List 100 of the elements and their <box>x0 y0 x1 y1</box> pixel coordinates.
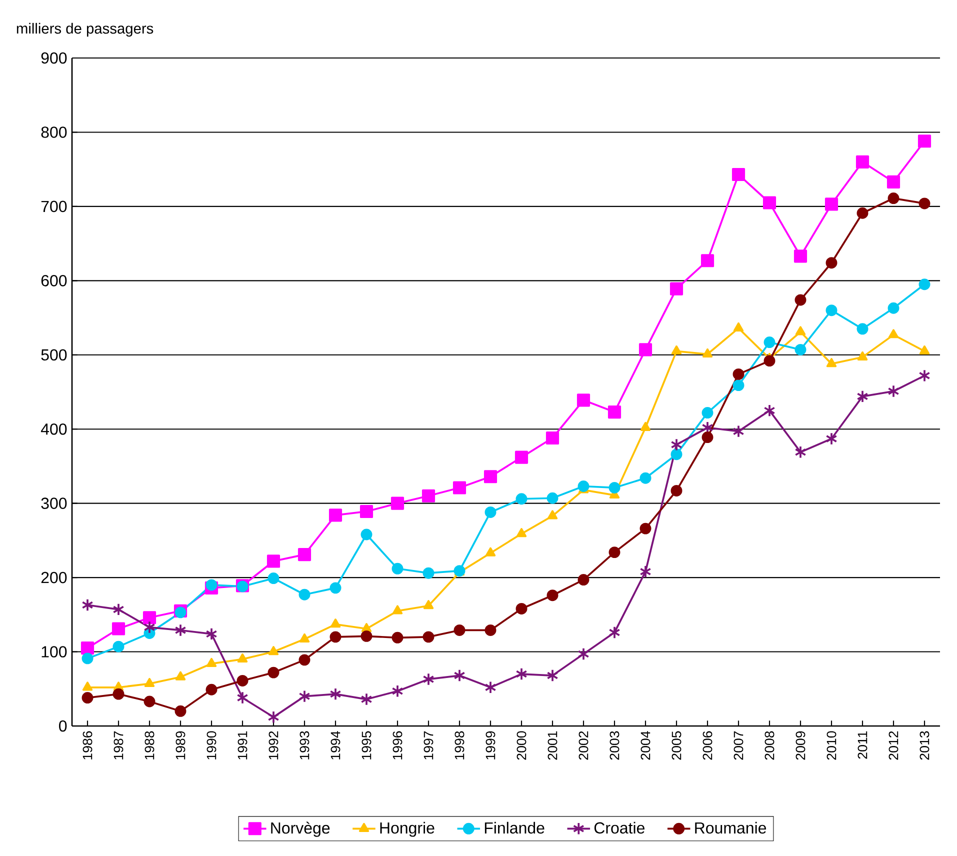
point <box>794 294 806 306</box>
x-tick-label: 1994 <box>330 731 340 760</box>
point <box>484 506 496 518</box>
point <box>299 633 310 642</box>
y-tick-label: 300 <box>41 498 67 509</box>
point <box>298 654 310 666</box>
point <box>826 257 838 269</box>
x-tick-label: 2009 <box>796 731 806 760</box>
point <box>578 480 590 492</box>
point <box>732 424 744 438</box>
point <box>174 624 186 637</box>
point <box>516 493 528 505</box>
y-tick-label: 900 <box>41 52 67 64</box>
point <box>298 588 310 600</box>
point <box>670 484 682 496</box>
point <box>423 600 434 610</box>
point <box>702 432 714 443</box>
x-tick-label: 1991 <box>238 731 248 760</box>
point <box>919 345 930 355</box>
point <box>888 384 900 398</box>
point <box>640 522 652 534</box>
point <box>795 326 806 336</box>
legend-label: Norvège <box>271 822 330 837</box>
point <box>826 304 838 316</box>
y-tick-label: 500 <box>41 349 67 361</box>
legend-label: Finlande <box>484 822 544 834</box>
point <box>268 572 280 584</box>
point <box>918 134 932 148</box>
point <box>174 705 186 717</box>
point <box>454 624 466 636</box>
point <box>794 344 806 356</box>
point <box>547 510 558 520</box>
point <box>856 155 870 168</box>
point <box>608 406 622 419</box>
point <box>824 198 838 211</box>
point <box>918 278 930 290</box>
point <box>206 579 218 591</box>
point <box>794 446 806 459</box>
point <box>762 196 776 210</box>
point <box>298 690 310 703</box>
point <box>392 684 404 698</box>
point <box>608 626 620 639</box>
point <box>484 680 496 694</box>
point <box>546 668 558 682</box>
point <box>578 574 590 586</box>
point <box>856 390 868 403</box>
point <box>390 496 404 510</box>
point <box>206 658 217 667</box>
x-tick-label: 1986 <box>82 731 92 760</box>
point <box>330 582 342 594</box>
point <box>142 611 156 624</box>
y-tick-label: 700 <box>41 200 67 212</box>
x-tick-label: 1989 <box>176 731 186 760</box>
point <box>732 368 744 380</box>
point <box>732 168 746 182</box>
point <box>82 598 94 612</box>
x-tick-label: 2004 <box>640 731 650 760</box>
point <box>764 336 776 348</box>
point <box>112 602 124 616</box>
point <box>764 355 776 367</box>
point <box>268 666 280 678</box>
point <box>392 632 404 644</box>
point <box>514 450 528 464</box>
x-tick-label: 1995 <box>362 731 372 760</box>
point <box>422 567 434 579</box>
point <box>206 684 218 696</box>
point <box>578 647 590 661</box>
point <box>546 431 560 445</box>
x-tick-label: 2011 <box>858 731 868 759</box>
point <box>886 175 900 188</box>
point <box>485 547 496 556</box>
x-tick-label: 1988 <box>144 731 154 760</box>
point <box>670 438 682 452</box>
point <box>112 640 124 652</box>
point <box>236 674 248 686</box>
point <box>764 404 776 418</box>
point <box>360 528 372 540</box>
x-tick-label: 1996 <box>392 731 402 760</box>
x-tick-label: 1993 <box>300 731 310 760</box>
point <box>888 192 900 204</box>
x-tick-label: 2002 <box>578 731 588 760</box>
point <box>888 302 900 314</box>
y-tick-label: 0 <box>59 720 67 732</box>
point <box>82 682 93 691</box>
point <box>918 198 930 210</box>
point <box>392 562 404 574</box>
point <box>360 692 372 706</box>
point <box>236 691 248 704</box>
point <box>80 642 94 655</box>
point <box>702 348 713 358</box>
point <box>546 492 558 504</box>
x-tick-label: 2001 <box>548 731 558 760</box>
point <box>576 394 590 407</box>
point <box>856 207 868 219</box>
point <box>454 668 466 682</box>
point <box>857 351 868 360</box>
point <box>702 407 714 419</box>
point <box>546 590 558 602</box>
x-tick-label: 1987 <box>114 731 124 760</box>
x-tick-label: 2008 <box>764 731 774 760</box>
